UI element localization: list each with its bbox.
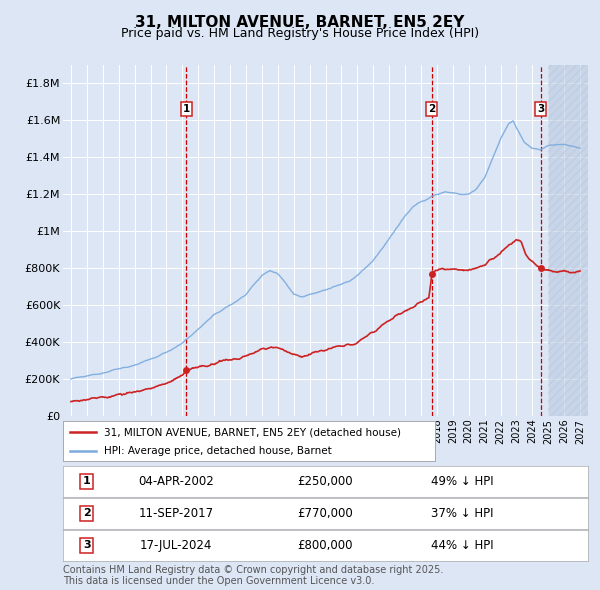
Text: 31, MILTON AVENUE, BARNET, EN5 2EY (detached house): 31, MILTON AVENUE, BARNET, EN5 2EY (deta…	[104, 427, 401, 437]
Text: Price paid vs. HM Land Registry's House Price Index (HPI): Price paid vs. HM Land Registry's House …	[121, 27, 479, 40]
Text: 11-SEP-2017: 11-SEP-2017	[139, 507, 214, 520]
Text: 1: 1	[183, 104, 190, 114]
Text: £770,000: £770,000	[298, 507, 353, 520]
Text: 37% ↓ HPI: 37% ↓ HPI	[431, 507, 493, 520]
Text: £250,000: £250,000	[298, 475, 353, 488]
Text: 2: 2	[428, 104, 436, 114]
Text: 3: 3	[83, 540, 91, 550]
Text: 2: 2	[83, 509, 91, 518]
Text: 17-JUL-2024: 17-JUL-2024	[140, 539, 212, 552]
Text: 1: 1	[83, 477, 91, 486]
Text: 04-APR-2002: 04-APR-2002	[138, 475, 214, 488]
Text: 3: 3	[537, 104, 545, 114]
Text: 44% ↓ HPI: 44% ↓ HPI	[431, 539, 493, 552]
Text: 49% ↓ HPI: 49% ↓ HPI	[431, 475, 493, 488]
Text: HPI: Average price, detached house, Barnet: HPI: Average price, detached house, Barn…	[104, 445, 332, 455]
Text: Contains HM Land Registry data © Crown copyright and database right 2025.
This d: Contains HM Land Registry data © Crown c…	[63, 565, 443, 586]
Bar	[548, 65, 588, 416]
Text: 31, MILTON AVENUE, BARNET, EN5 2EY: 31, MILTON AVENUE, BARNET, EN5 2EY	[136, 15, 464, 30]
Text: £800,000: £800,000	[298, 539, 353, 552]
